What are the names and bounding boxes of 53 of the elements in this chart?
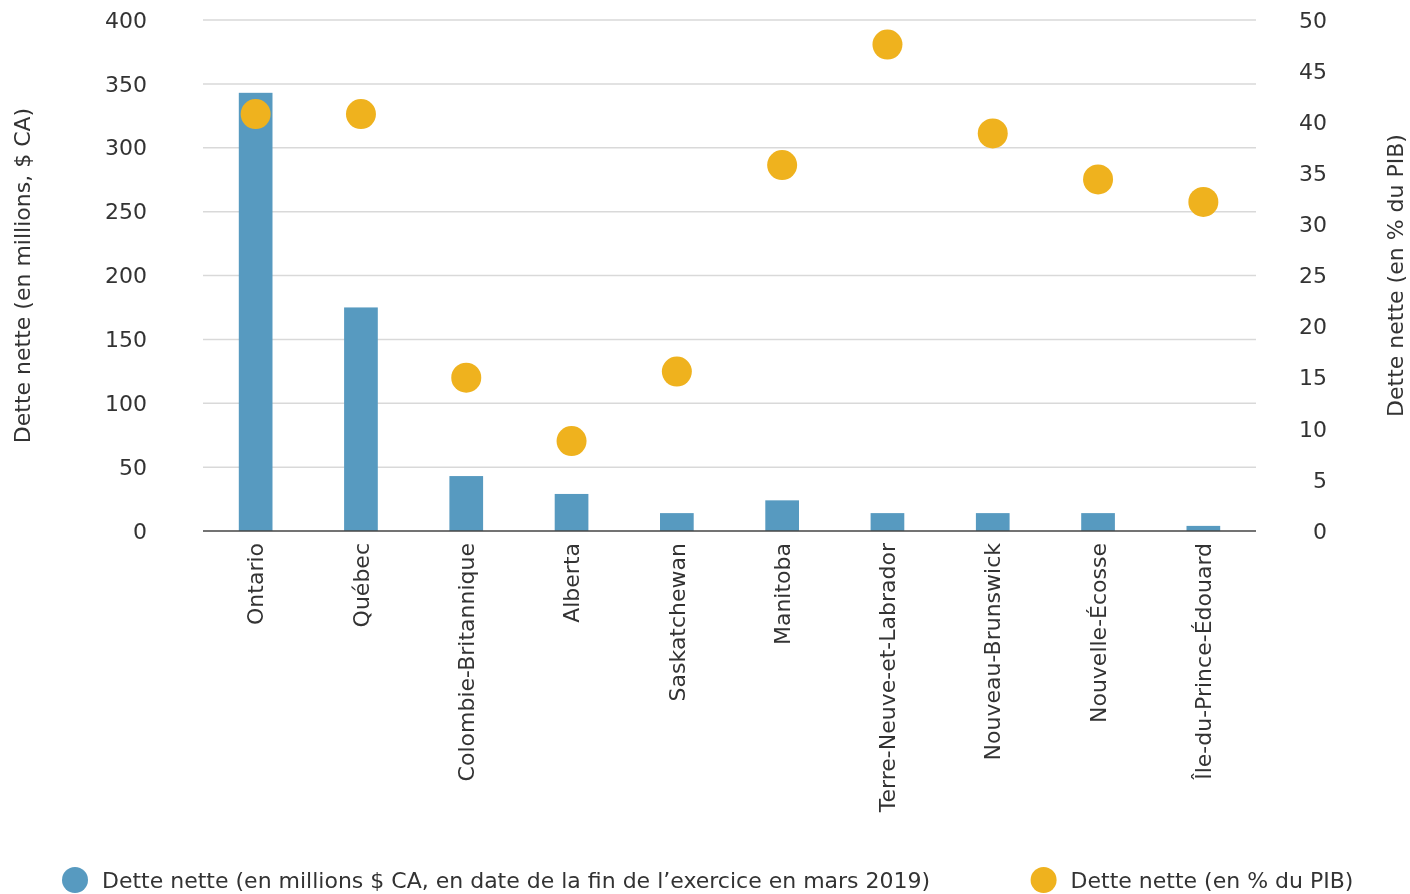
point xyxy=(661,356,692,387)
y2-tick-label: 25 xyxy=(1299,263,1327,289)
y-tick-label: 350 xyxy=(105,71,147,97)
y2-tick-label: 10 xyxy=(1299,416,1327,442)
bar xyxy=(449,476,484,531)
x-tick-label: Île-du-Prince-Édouard xyxy=(1191,543,1217,781)
y2-tick-label: 45 xyxy=(1299,58,1327,84)
bar xyxy=(554,493,589,531)
x-tick-label: Ontario xyxy=(243,543,269,625)
y2-tick-label: 50 xyxy=(1299,7,1327,33)
point xyxy=(1083,164,1114,195)
point xyxy=(767,150,798,181)
y-tick-label: 0 xyxy=(133,518,147,544)
y-tick-label: 200 xyxy=(105,263,147,289)
y-tick-label: 400 xyxy=(105,7,147,33)
x-tick-label: Québec xyxy=(348,543,374,628)
y-axis-title: Dette nette (en millions, $ CA) xyxy=(10,107,35,444)
legend-label: Dette nette (en % du PIB) xyxy=(1070,867,1354,893)
y-tick-label: 50 xyxy=(119,454,147,480)
y-tick-label: 150 xyxy=(105,327,147,353)
point xyxy=(451,362,482,393)
y2-tick-label: 40 xyxy=(1299,109,1327,135)
point xyxy=(1188,186,1219,217)
y2-tick-label: 0 xyxy=(1313,518,1327,544)
point xyxy=(345,99,376,130)
y-tick-label: 300 xyxy=(105,135,147,161)
point xyxy=(556,426,587,457)
y2-tick-label: 20 xyxy=(1299,314,1327,340)
x-tick-label: Nouveau-Brunswick xyxy=(980,542,1006,761)
y2-axis-title: Dette nette (en % du PIB) xyxy=(1382,134,1408,417)
x-tick-label: Colombie-Britannique xyxy=(453,543,479,782)
x-tick-label: Alberta xyxy=(559,543,585,623)
point xyxy=(977,118,1008,149)
x-tick-label: Manitoba xyxy=(769,543,795,646)
bar xyxy=(344,307,378,531)
y2-tick-label: 5 xyxy=(1313,467,1327,493)
y2-tick-label: 35 xyxy=(1299,161,1327,186)
bar xyxy=(765,500,799,531)
x-tick-label: Nouvelle-Écosse xyxy=(1085,543,1111,724)
x-tick-label: Terre-Neuve-et-Labrador xyxy=(875,542,901,814)
bar xyxy=(660,513,694,531)
y2-tick-label: 30 xyxy=(1299,212,1327,238)
y-tick-label: 250 xyxy=(105,199,147,225)
bar xyxy=(975,513,1010,531)
bar xyxy=(1081,513,1115,531)
legend-label: Dette nette (en millions $ CA, en date de la fin de l’exercice en mars 2019) xyxy=(102,867,931,893)
x-tick-label: Saskatchewan xyxy=(664,543,690,702)
bar xyxy=(870,513,905,531)
bar xyxy=(238,92,273,531)
point xyxy=(240,99,271,130)
point xyxy=(872,29,903,60)
y-tick-label: 100 xyxy=(105,390,147,416)
y2-tick-label: 15 xyxy=(1299,365,1327,391)
